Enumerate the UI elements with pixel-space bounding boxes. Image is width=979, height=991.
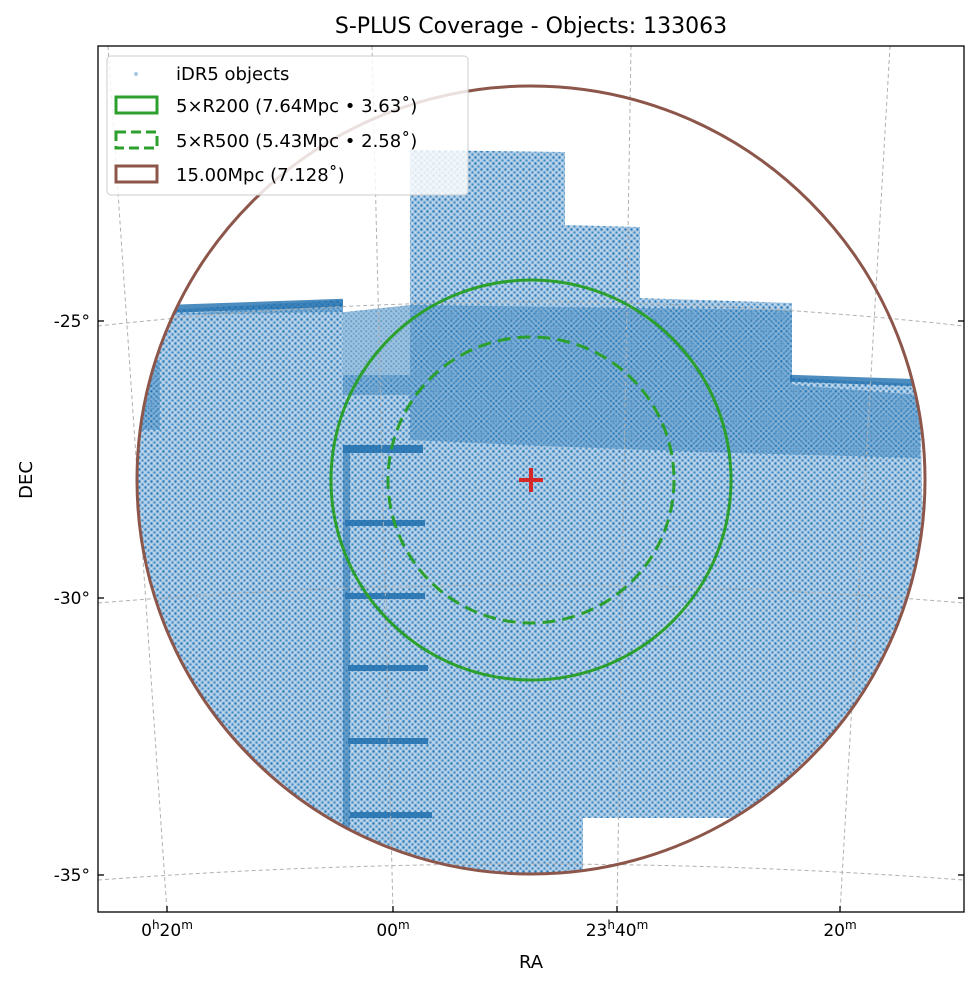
center-marker	[519, 468, 543, 492]
coverage-footprint	[137, 150, 925, 874]
plot-frame	[97, 45, 965, 913]
circle-5r200	[329, 278, 733, 682]
y-axis-label: DEC	[16, 461, 37, 499]
grid-ra-23h20m	[839, 46, 891, 912]
tick-marks	[98, 320, 964, 912]
circle-15mpc	[135, 84, 927, 876]
circle-5r500	[386, 335, 676, 625]
xtick-label-20m: 20m	[823, 918, 856, 941]
footprint-strips	[343, 445, 432, 865]
legend-label: iDR5 objects	[176, 64, 289, 85]
legend-label: 5×R500 (5.43Mpc • 2.58˚)	[176, 131, 417, 152]
legend-label: 15.00Mpc (7.128˚)	[176, 165, 345, 186]
xtick-label-00m: 00m	[376, 918, 409, 941]
xtick-label-0h20m: 0h20m	[141, 918, 193, 941]
xtick-label-23h40m: 23h40m	[586, 918, 649, 941]
ytick-label: -25°	[54, 312, 90, 332]
footprint-upper-edge	[164, 298, 344, 313]
grid-ra-0h00m	[371, 46, 394, 912]
legend-label: 5×R200 (7.64Mpc • 3.63˚)	[176, 96, 417, 117]
x-axis-label: RA	[519, 952, 544, 973]
footprint-dense-band	[137, 305, 920, 458]
legend: iDR5 objects 5×R200 (7.64Mpc • 3.63˚) 5×…	[106, 55, 469, 196]
legend-r500-swatch	[114, 130, 159, 150]
ytick-label: -30°	[54, 589, 90, 609]
grid-ra-23h40m	[616, 46, 632, 912]
legend-r200-swatch	[114, 95, 159, 115]
chart-title: S-PLUS Coverage - Objects: 133063	[335, 14, 727, 39]
legend-box	[106, 55, 469, 196]
legend-outer-swatch	[114, 164, 159, 184]
legend-points-swatch	[134, 72, 138, 76]
ytick-label: -35°	[54, 866, 90, 886]
footprint-right-edge	[789, 374, 921, 387]
footprint-main	[137, 150, 925, 874]
grid-dec-25	[98, 301, 964, 327]
